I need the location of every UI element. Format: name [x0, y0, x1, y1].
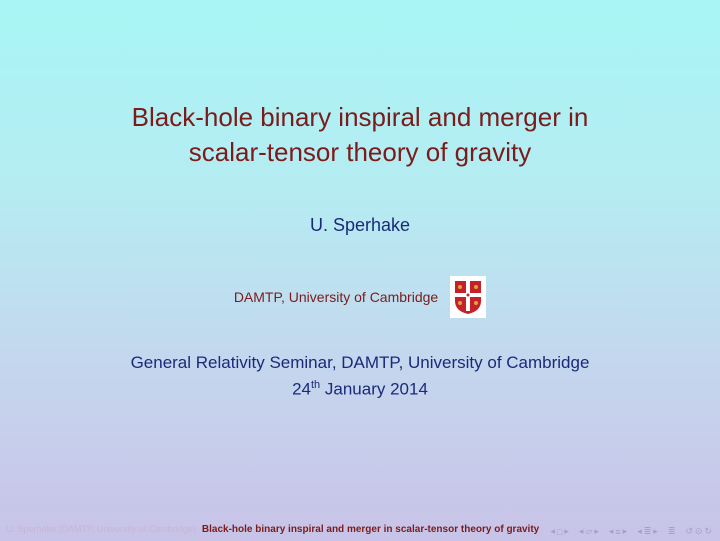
- slide-title: Black-hole binary inspiral and merger in…: [132, 100, 589, 170]
- seminar-line: General Relativity Seminar, DAMTP, Unive…: [131, 353, 590, 373]
- date-line: 24th January 2014: [292, 379, 428, 400]
- date-ordinal: th: [311, 379, 320, 391]
- slide-body: Black-hole binary inspiral and merger in…: [0, 0, 720, 541]
- cambridge-crest-icon: [450, 276, 486, 318]
- footer-short-title: Black-hole binary inspiral and merger in…: [202, 524, 539, 535]
- title-line-1: Black-hole binary inspiral and merger in: [132, 102, 589, 132]
- author-name: U. Sperhake: [310, 215, 410, 236]
- footer-author: U. Sperhake (DAMTP, University of Cambri…: [6, 524, 196, 534]
- affiliation-text: DAMTP, University of Cambridge: [234, 289, 438, 305]
- date-day: 24: [292, 380, 311, 399]
- title-line-2: scalar-tensor theory of gravity: [189, 137, 531, 167]
- affiliation-row: DAMTP, University of Cambridge: [234, 276, 486, 318]
- footer-bar: U. Sperhake (DAMTP, University of Cambri…: [0, 517, 720, 541]
- date-rest: January 2014: [320, 380, 428, 399]
